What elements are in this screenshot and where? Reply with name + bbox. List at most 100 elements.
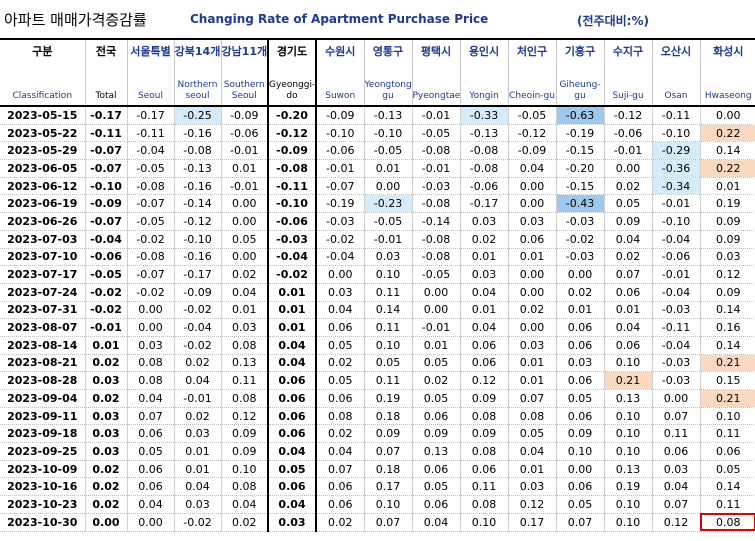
table-cell: 0.01 <box>459 248 508 267</box>
table-cell: 0.11 <box>363 318 412 337</box>
column-header-en-3: Northern seoul <box>173 71 221 107</box>
table-cell: 0.02 <box>84 495 127 514</box>
table-cell: -0.02 <box>555 230 604 249</box>
table-row: 2023-06-26 -0.07 -0.05 -0.12 0.00 -0.06 -0.03-… <box>0 212 755 231</box>
table-cell: 0.03 <box>84 424 127 444</box>
table-cell: 0.02 <box>315 424 364 444</box>
table-cell: -0.29 <box>651 141 700 161</box>
table-cell: -0.11 <box>651 106 700 125</box>
row-date: 2023-07-17 <box>0 265 85 284</box>
table-cell: -0.11 <box>126 124 174 143</box>
table-cell: 0.04 <box>267 442 316 461</box>
table-cell: -0.08 <box>411 230 460 249</box>
table-cell: -0.36 <box>651 159 700 178</box>
table-row: 2023-05-15 -0.17 -0.17 -0.25 -0.09 -0.20 -0.09… <box>0 106 755 125</box>
table-cell: -0.01 <box>220 141 268 161</box>
table-cell: -0.08 <box>411 194 460 214</box>
row-date: 2023-06-12 <box>0 177 85 196</box>
table-cell: -0.01 <box>651 265 700 284</box>
table-cell: -0.04 <box>315 248 364 267</box>
table-cell: 0.01 <box>507 371 556 390</box>
table-cell: 0.01 <box>459 301 508 320</box>
table-cell: -0.16 <box>173 124 221 143</box>
table-cell: 0.06 <box>603 336 652 355</box>
table-cell: 0.05 <box>507 424 556 444</box>
table-cell: 0.11 <box>699 495 755 514</box>
table-cell: 0.10 <box>603 442 652 461</box>
column-header-ko-5: 경기도 <box>267 40 316 71</box>
table-cell: 0.02 <box>220 513 268 532</box>
table-cell: 0.22 <box>699 159 755 178</box>
table-cell: -0.12 <box>507 124 556 143</box>
table-cell: -0.07 <box>84 141 127 161</box>
table-cell: 0.06 <box>555 477 604 497</box>
table-cell: 0.09 <box>699 230 755 249</box>
table-cell: 0.00 <box>363 177 412 196</box>
table-row: 2023-06-05 -0.07 -0.05 -0.13 0.01 -0.08 -0.01 0… <box>0 159 755 178</box>
column-header-ko-8: 평택시 <box>411 40 460 71</box>
table-cell: 0.04 <box>459 283 508 302</box>
table-cell: -0.12 <box>603 106 652 125</box>
table-cell: 0.01 <box>220 159 268 178</box>
table-cell: 0.01 <box>363 159 412 178</box>
table-cell: 0.09 <box>459 389 508 408</box>
table-cell: -0.05 <box>411 265 460 284</box>
table-cell: -0.05 <box>126 212 174 231</box>
column-header-en-11: Giheung-gu <box>555 71 604 107</box>
table-cell: 0.03 <box>507 477 556 497</box>
row-date: 2023-09-11 <box>0 407 85 426</box>
column-header-en-13: Osan <box>651 71 700 107</box>
table-cell: -0.03 <box>555 248 604 267</box>
title-korean: 아파트 매매가격증감률 <box>4 11 147 29</box>
table-cell: 0.13 <box>411 442 460 461</box>
table-cell: -0.01 <box>411 106 460 125</box>
table-cell: -0.08 <box>459 141 508 161</box>
table-cell: 0.10 <box>603 495 652 514</box>
table-cell: 0.11 <box>363 371 412 390</box>
table-cell: 0.04 <box>459 318 508 337</box>
table-cell: -0.17 <box>126 106 174 125</box>
table-cell: -0.09 <box>315 106 364 125</box>
table-cell: -0.05 <box>507 106 556 125</box>
table-cell: 0.03 <box>459 265 508 284</box>
table-cell: 0.07 <box>651 407 700 426</box>
table-cell: -0.14 <box>173 194 221 214</box>
table-cell: 0.06 <box>411 407 460 426</box>
table-row: 2023-05-22 -0.11 -0.11 -0.16 -0.06 -0.12 -0.10… <box>0 124 755 143</box>
table-cell: 0.06 <box>267 389 316 408</box>
table-cell: 0.21 <box>699 389 755 408</box>
table-cell: 0.11 <box>459 477 508 497</box>
table-cell: 0.08 <box>507 407 556 426</box>
table-cell: 0.02 <box>315 354 364 373</box>
table-row: 2023-09-11 0.03 0.07 0.02 0.12 0.06 0.08 0.18 0.… <box>0 407 755 426</box>
column-header-ko-11: 기흥구 <box>555 40 604 71</box>
table-cell: 0.00 <box>699 106 755 125</box>
table-cell: 0.01 <box>267 301 316 320</box>
row-date: 2023-07-31 <box>0 301 85 320</box>
table-cell: 0.13 <box>603 460 652 479</box>
column-header-en-2: Seoul <box>126 71 174 107</box>
table-cell: 0.02 <box>411 371 460 390</box>
table-cell: 0.09 <box>220 442 268 461</box>
table-cell: 0.19 <box>699 194 755 214</box>
row-date: 2023-06-26 <box>0 212 85 231</box>
table-cell: 0.00 <box>126 513 174 532</box>
table-cell: 0.12 <box>699 265 755 284</box>
table-cell: 0.04 <box>603 318 652 337</box>
table-cell: -0.05 <box>363 141 412 161</box>
table-cell: -0.02 <box>173 336 221 355</box>
column-header-ko-10: 처인구 <box>507 40 556 71</box>
table-cell: 0.01 <box>603 301 652 320</box>
table-cell: 0.07 <box>126 407 174 426</box>
row-date: 2023-07-03 <box>0 230 85 249</box>
table-cell: 0.02 <box>220 265 268 284</box>
table-cell: -0.16 <box>173 177 221 196</box>
table-cell: 0.06 <box>603 283 652 302</box>
table-cell: 0.05 <box>315 336 364 355</box>
table-cell: -0.06 <box>84 248 127 267</box>
table-cell: 0.09 <box>411 424 460 444</box>
table-cell: 0.06 <box>267 424 316 444</box>
table-cell: 0.03 <box>507 212 556 231</box>
table-cell: 0.09 <box>699 283 755 302</box>
table-cell: -0.20 <box>267 106 316 125</box>
